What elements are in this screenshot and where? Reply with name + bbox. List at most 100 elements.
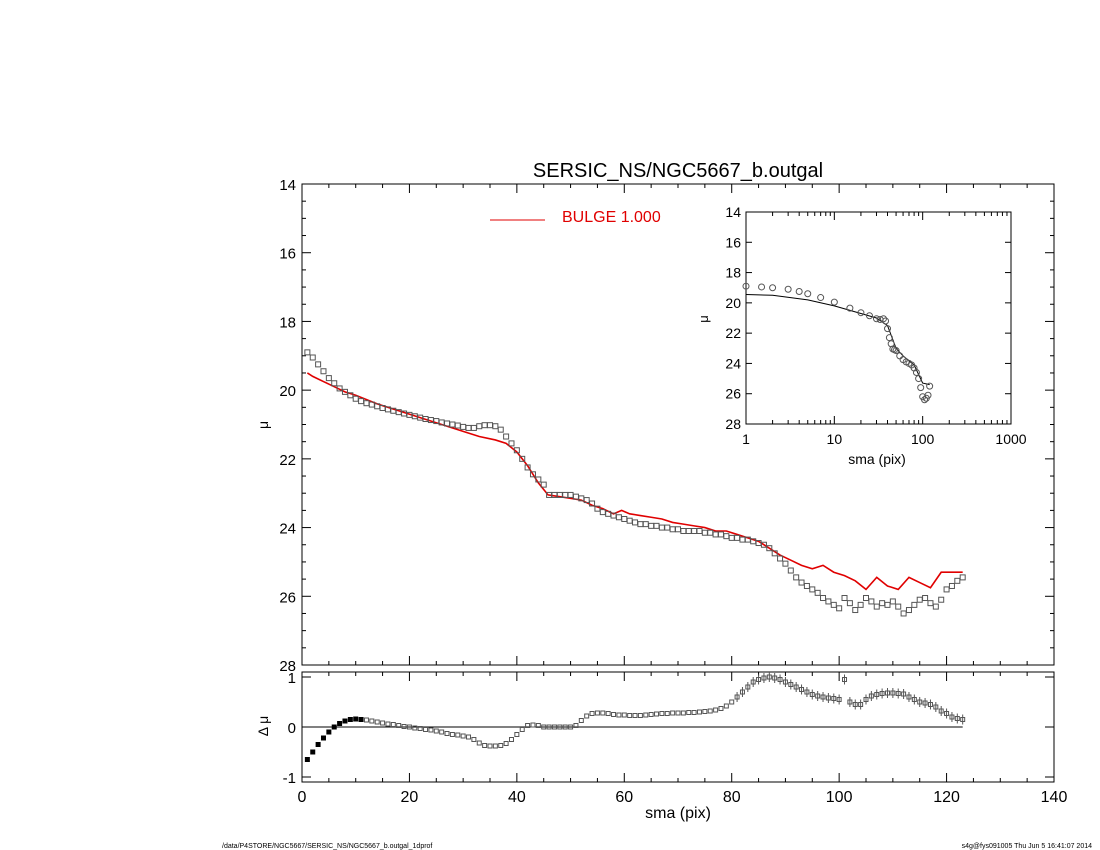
profile-point <box>470 424 477 431</box>
profile-point <box>701 529 708 536</box>
profile-point <box>519 455 526 462</box>
profile-point <box>943 586 950 593</box>
profile-point <box>642 521 649 528</box>
residual-point <box>906 694 912 700</box>
residual-point <box>766 674 772 680</box>
profile-point <box>712 531 719 538</box>
profile-point <box>637 521 644 528</box>
bulge-model-line <box>306 372 963 591</box>
residual-point <box>761 675 767 681</box>
residual-point <box>573 723 579 728</box>
residual-point <box>589 711 595 716</box>
residual-point <box>551 724 557 730</box>
profile-point <box>863 595 869 602</box>
profile-point <box>465 424 472 431</box>
profile-point <box>497 426 504 433</box>
residual-point <box>734 694 740 700</box>
inset-profile-point <box>879 315 887 323</box>
profile-point <box>503 433 510 440</box>
x-axis-label: sma (pix) <box>645 805 711 822</box>
residual-point <box>675 710 681 716</box>
residual-point <box>809 692 815 697</box>
profile-point <box>481 422 488 429</box>
residual-point <box>363 717 369 723</box>
residual-point <box>707 708 713 714</box>
residual-point <box>342 718 348 724</box>
residual-point <box>799 687 805 692</box>
profile-point <box>873 603 880 610</box>
inset-profile-point <box>795 288 803 295</box>
profile-point <box>669 526 676 533</box>
inset-profile-point <box>884 325 892 333</box>
residual-point <box>842 677 848 682</box>
profile-point <box>696 528 703 535</box>
profile-point <box>954 577 961 584</box>
residual-point <box>600 710 606 716</box>
inset-x-axis-label: sma (pix) <box>848 451 906 467</box>
residual-point <box>578 718 584 723</box>
residual-point <box>696 709 702 715</box>
residual-point <box>385 721 391 727</box>
inset-profile-point <box>892 347 900 355</box>
inset-y-tick-label: 22 <box>725 325 741 341</box>
residual-y-tick-label: 0 <box>288 720 296 737</box>
profile-point <box>363 400 370 407</box>
residual-point <box>632 713 638 718</box>
residual-point <box>917 699 923 705</box>
inset-profile-point <box>804 290 812 298</box>
inset-y-axis-label: μ <box>696 315 711 323</box>
residual-point <box>933 704 939 710</box>
residual-point <box>498 743 504 748</box>
profile-point <box>932 603 939 610</box>
x-tick-label: 0 <box>298 789 307 806</box>
profile-point <box>825 598 832 605</box>
inset-profile-point <box>817 294 825 302</box>
profile-point <box>626 517 633 524</box>
inset-profile-point <box>846 304 854 312</box>
residual-point <box>562 724 568 730</box>
residual-point <box>315 742 321 747</box>
residual-point <box>460 733 466 739</box>
profile-point <box>680 528 687 535</box>
inset-x-tick-label: 1000 <box>995 431 1026 447</box>
profile-point <box>653 522 660 529</box>
residual-point <box>519 727 525 732</box>
profile-point <box>540 481 547 488</box>
residual-point <box>718 706 724 711</box>
residual-point <box>868 693 874 699</box>
footer-file-path: /data/P4STORE/NGC5667/SERSIC_NS/NGC5667_… <box>222 843 432 850</box>
x-tick-label: 20 <box>401 789 419 806</box>
profile-point <box>857 601 864 608</box>
profile-point <box>841 595 848 602</box>
inset-profile-point <box>924 391 932 399</box>
x-tick-label: 140 <box>1041 789 1068 806</box>
inset-profile-point <box>865 312 873 320</box>
residual-point <box>949 714 955 720</box>
residual-point <box>938 708 944 714</box>
residual-point <box>686 710 692 715</box>
residual-point <box>605 711 611 716</box>
inset-profile-point <box>885 334 893 342</box>
profile-point <box>658 524 665 531</box>
main-y-tick-label: 24 <box>279 521 296 538</box>
residual-point <box>702 709 708 714</box>
profile-point <box>487 422 493 429</box>
residual-point <box>723 703 729 709</box>
x-tick-label: 120 <box>933 789 960 806</box>
residual-point <box>836 697 842 702</box>
profile-point <box>793 574 800 581</box>
main-y-tick-label: 22 <box>279 452 296 469</box>
profile-point <box>814 589 821 596</box>
residual-point <box>756 677 762 682</box>
profile-point <box>358 398 365 405</box>
residual-point <box>557 724 563 730</box>
chart-title: SERSIC_NS/NGC5667_b.outgal <box>533 160 823 182</box>
profile-point <box>460 423 467 430</box>
inset-profile-point <box>784 285 792 293</box>
profile-point <box>449 421 456 428</box>
profile-point <box>707 529 714 536</box>
profile-point <box>352 395 359 402</box>
legend-label: BULGE 1.000 <box>562 209 661 226</box>
inset-profile-point <box>857 309 865 317</box>
